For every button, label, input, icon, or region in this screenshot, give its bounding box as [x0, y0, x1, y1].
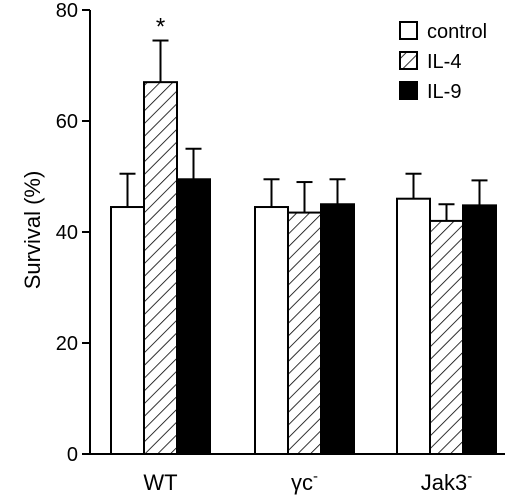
x-tick-label-superscript: -	[467, 468, 472, 485]
y-tick-label: 20	[56, 333, 78, 355]
bar-il-9	[320, 203, 355, 455]
bar-control	[254, 206, 289, 455]
x-tick-label: Jak3-	[421, 468, 472, 495]
y-tick-label: 80	[56, 0, 78, 22]
legend-label: control	[427, 21, 487, 43]
legend-label: IL-4	[427, 51, 461, 73]
y-tick-label: 60	[56, 111, 78, 133]
y-axis-title: Survival (%)	[20, 171, 45, 290]
legend-label: IL-9	[427, 81, 461, 103]
x-tick-label: γc-	[291, 468, 318, 495]
legend-swatch-il-4	[399, 51, 418, 70]
bar-il-9	[462, 204, 497, 455]
legend-swatch-control	[399, 21, 418, 40]
bar-il-4	[143, 81, 178, 456]
y-tick-label: 0	[67, 444, 78, 466]
bar-control	[396, 197, 431, 455]
significance-marker: *	[156, 14, 165, 41]
y-tick-label: 40	[56, 222, 78, 244]
bar-control	[110, 206, 145, 455]
x-tick-label-superscript: -	[313, 468, 318, 485]
legend-swatch-il-9	[399, 81, 418, 100]
bar-il-4	[429, 219, 464, 455]
bar-il-4	[287, 211, 322, 455]
x-tick-label: WT	[143, 470, 177, 495]
bar-il-9	[176, 178, 211, 455]
plot-area: 0 20 40 60 80 WT γc- Jak3- * control IL-4 IL-9	[56, 0, 505, 495]
